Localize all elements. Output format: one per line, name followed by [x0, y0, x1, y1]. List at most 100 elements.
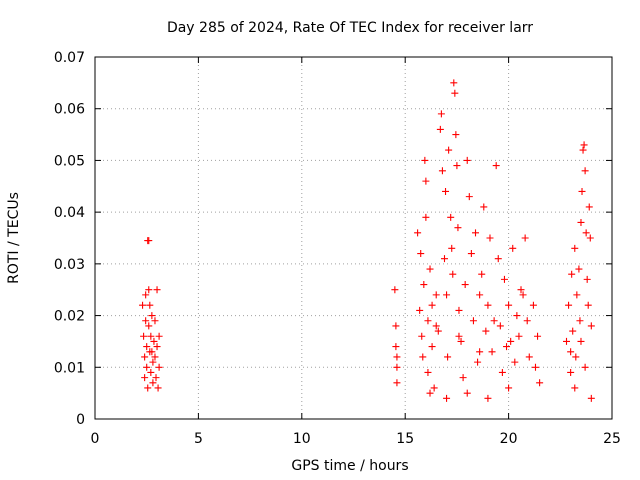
data-point	[586, 234, 594, 242]
data-point	[587, 394, 595, 402]
data-point	[152, 374, 160, 382]
data-point	[141, 374, 149, 382]
data-point	[148, 348, 156, 356]
data-point	[392, 322, 400, 330]
data-point	[447, 213, 455, 221]
data-point	[145, 237, 153, 245]
data-point	[488, 348, 496, 356]
data-point	[445, 146, 453, 154]
data-point	[568, 270, 576, 278]
data-point	[463, 389, 471, 397]
y-tick-label: 0.05	[54, 153, 85, 169]
data-point	[149, 379, 157, 387]
data-point	[430, 384, 438, 392]
data-point	[587, 322, 595, 330]
y-tick-label: 0.03	[54, 257, 85, 273]
data-point	[391, 286, 399, 294]
data-point	[585, 203, 593, 211]
data-point	[417, 250, 425, 258]
y-tick-label: 0.07	[54, 50, 85, 66]
data-point	[457, 337, 465, 345]
data-point	[393, 353, 401, 361]
y-tick-label: 0	[76, 412, 85, 428]
axis-ticks	[94, 56, 613, 420]
data-point	[448, 244, 456, 252]
data-point	[498, 368, 506, 376]
data-point	[454, 224, 462, 232]
data-point	[576, 317, 584, 325]
plot-frame	[94, 56, 613, 420]
data-point	[150, 337, 158, 345]
data-point	[141, 353, 149, 361]
x-tick-label: 5	[194, 431, 203, 447]
data-point	[517, 286, 525, 294]
data-point	[147, 332, 155, 340]
data-point	[153, 343, 161, 351]
data-point	[581, 167, 589, 175]
data-point	[490, 317, 498, 325]
data-point	[455, 332, 463, 340]
data-point	[143, 343, 151, 351]
data-point	[536, 379, 544, 387]
data-point	[534, 332, 542, 340]
data-point	[496, 322, 504, 330]
data-point	[453, 162, 461, 170]
data-point	[472, 229, 480, 237]
data-point	[565, 301, 573, 309]
data-point	[582, 229, 590, 237]
data-point	[419, 353, 427, 361]
data-point	[569, 327, 577, 335]
data-point	[426, 389, 434, 397]
data-point	[449, 270, 457, 278]
data-point	[476, 291, 484, 299]
data-point	[507, 337, 515, 345]
data-point	[575, 265, 583, 273]
data-point	[469, 317, 477, 325]
data-point	[443, 394, 451, 402]
data-point	[492, 162, 500, 170]
data-point	[422, 177, 430, 185]
chart-title: Day 285 of 2024, Rate Of TEC Index for r…	[167, 20, 533, 36]
data-point	[563, 337, 571, 345]
data-point	[509, 244, 517, 252]
data-point	[434, 327, 442, 335]
data-point	[145, 286, 153, 294]
data-point	[525, 353, 533, 361]
data-point	[584, 301, 592, 309]
y-tick-label: 0.04	[54, 205, 85, 221]
data-point	[450, 79, 458, 87]
data-point	[432, 322, 440, 330]
y-tick-labels: 0 0.01 0.02 0.03 0.04 0.05 0.06 0.07	[54, 50, 85, 428]
x-tick-label: 20	[500, 431, 518, 447]
x-tick-label: 15	[396, 431, 414, 447]
data-point	[484, 394, 492, 402]
data-point	[140, 332, 148, 340]
x-tick-labels: 0 5 10 15 20 25	[91, 431, 621, 447]
data-point	[480, 203, 488, 211]
data-point	[424, 317, 432, 325]
data-point	[142, 317, 150, 325]
data-point	[513, 312, 521, 320]
data-point	[146, 301, 154, 309]
x-tick-label: 25	[603, 431, 621, 447]
data-point	[580, 141, 588, 149]
data-point	[424, 368, 432, 376]
y-tick-label: 0.01	[54, 360, 85, 376]
data-point	[420, 281, 428, 289]
data-point	[145, 322, 153, 330]
x-tick-label: 10	[293, 431, 311, 447]
data-point	[426, 265, 434, 273]
data-point	[148, 312, 156, 320]
data-point	[572, 353, 580, 361]
data-point	[511, 358, 519, 366]
data-point	[474, 358, 482, 366]
data-point	[144, 384, 152, 392]
data-point	[465, 193, 473, 201]
data-point	[463, 156, 471, 164]
data-point	[414, 229, 422, 237]
data-point	[452, 131, 460, 139]
data-point	[579, 146, 587, 154]
data-point	[581, 363, 589, 371]
data-point	[436, 125, 444, 133]
